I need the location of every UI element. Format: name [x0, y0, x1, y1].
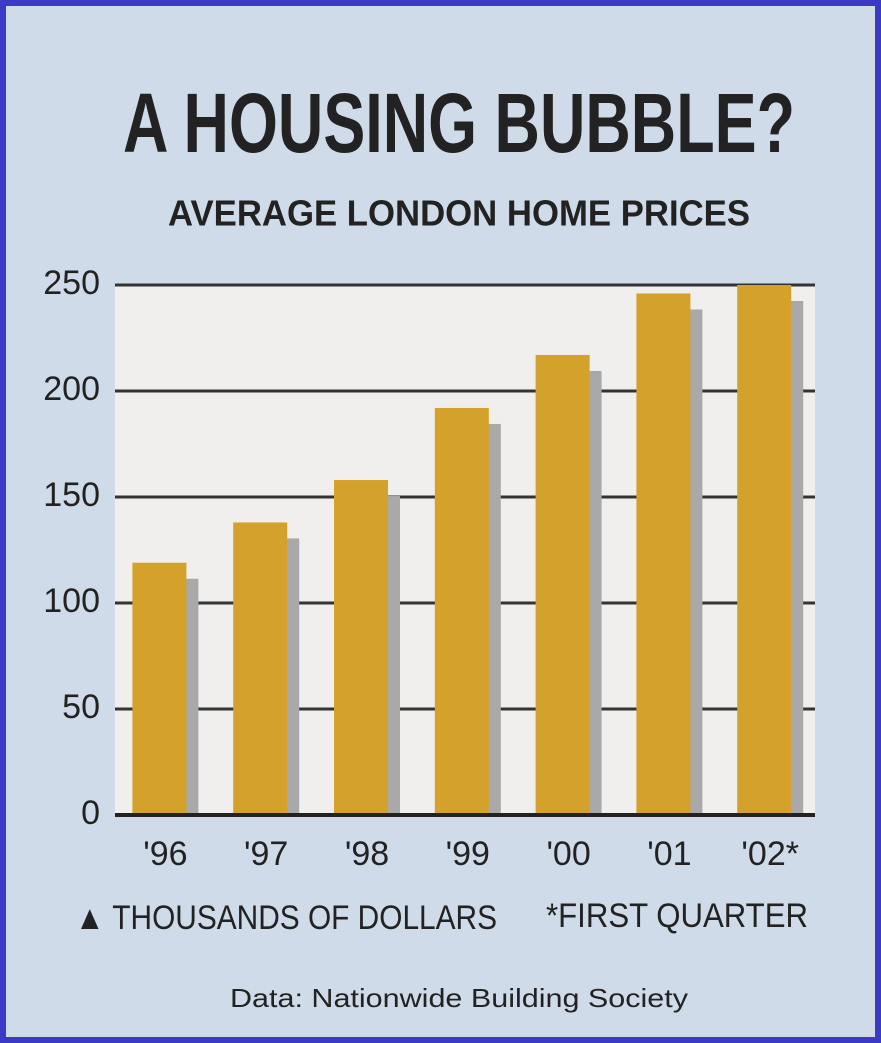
bar [132, 562, 187, 815]
unit-note: ▲ THOUSANDS OF DOLLARS [75, 899, 497, 937]
bar [233, 522, 288, 815]
y-tick-label: 200 [43, 370, 100, 408]
chart-title: A HOUSING BUBBLE? [123, 76, 795, 170]
bar [334, 480, 388, 815]
bar [434, 407, 489, 815]
footnote: *FIRST QUARTER [546, 897, 808, 935]
y-tick-label: 250 [43, 264, 100, 302]
x-tick-label: '99 [446, 835, 490, 873]
bar [535, 354, 590, 815]
bar [737, 285, 792, 815]
x-tick-label: '01 [647, 835, 691, 873]
y-tick-label: 0 [81, 794, 100, 832]
x-tick-label: '00 [546, 835, 590, 873]
x-tick-label: '97 [244, 835, 288, 873]
bar [636, 293, 691, 816]
x-tick-label: '98 [345, 835, 389, 873]
y-tick-label: 100 [43, 582, 100, 620]
x-tick-label: '96 [143, 835, 187, 873]
y-tick-label: 50 [62, 688, 100, 726]
chart-subtitle: AVERAGE LONDON HOME PRICES [168, 193, 750, 234]
x-tick-label: '02* [741, 835, 799, 873]
source: Data: Nationwide Building Society [230, 983, 688, 1013]
y-tick-label: 150 [43, 476, 100, 514]
